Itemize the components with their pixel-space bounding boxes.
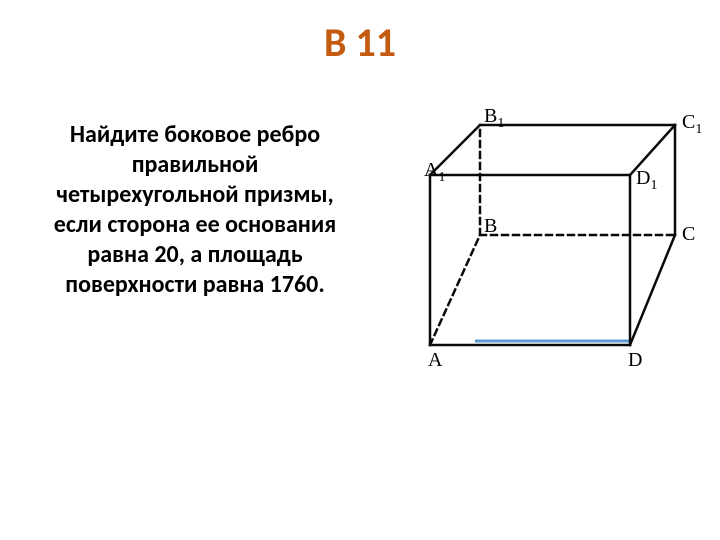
vertex-label-D1: D1 [636, 167, 657, 194]
vertex-label-D: D [628, 349, 642, 372]
vertex-label-A1: A1 [424, 159, 445, 186]
vertex-label-A: A [428, 349, 442, 372]
vertex-label-B1: B1 [484, 105, 504, 132]
prism-diagram: ADBCA1D1B1C1 [380, 115, 700, 395]
vertex-label-B: B [484, 215, 497, 238]
vertex-label-C1: C1 [682, 111, 702, 138]
page-title: В 11 [0, 18, 720, 67]
problem-text: Найдите боковое ребро правильной четырех… [40, 120, 350, 300]
vertex-label-C: C [682, 223, 695, 246]
